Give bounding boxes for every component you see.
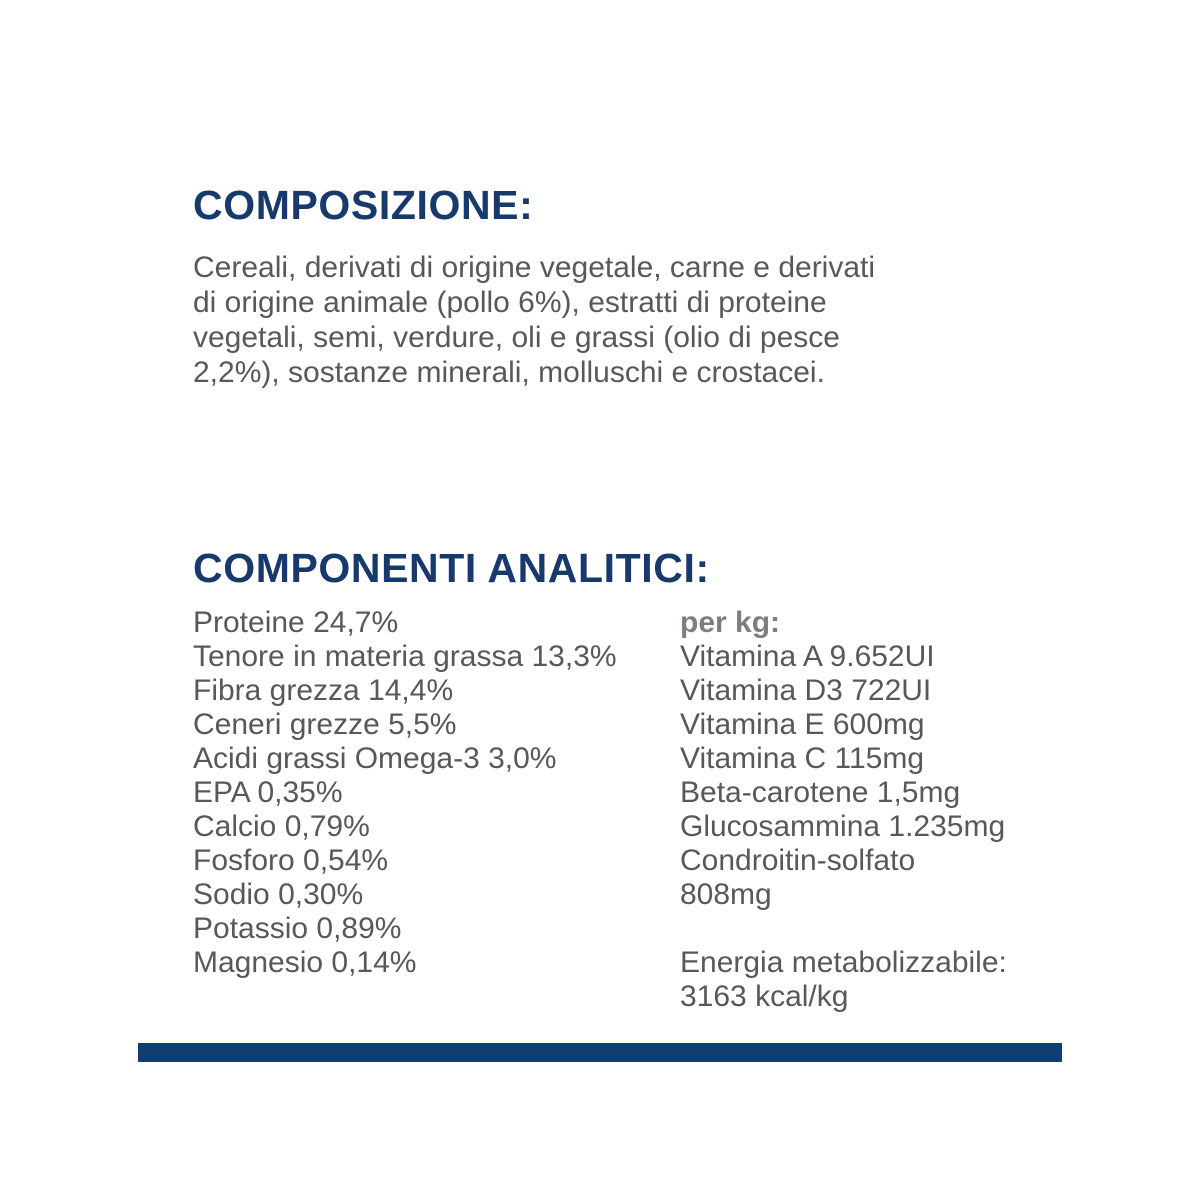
per-kg-item-beta-carotene: Beta-carotene 1,5mg [680, 776, 961, 809]
per-kg-item-vitamina-e: Vitamina E 600mg [680, 708, 925, 741]
analytical-item-omega3: Acidi grassi Omega-3 3,0% [193, 742, 557, 775]
analytical-item-proteine: Proteine 24,7% [193, 606, 399, 639]
analytical-components-heading: COMPONENTI ANALITICI: [193, 545, 710, 591]
composition-body-text: Cereali, derivati di origine vegetale, c… [193, 251, 876, 389]
composition-heading: COMPOSIZIONE: [193, 182, 534, 228]
per-kg-item-vitamina-d3: Vitamina D3 722UI [680, 674, 932, 707]
bottom-bar [138, 1043, 1062, 1062]
analytical-item-ceneri: Ceneri grezze 5,5% [193, 708, 457, 741]
per-kg-item-vitamina-a: Vitamina A 9.652UI [680, 640, 935, 673]
analytical-item-fosforo: Fosforo 0,54% [193, 844, 389, 877]
analytical-item-magnesio: Magnesio 0,14% [193, 946, 417, 979]
metabolizable-energy-text: Energia metabolizzabile: 3163 kcal/kg [680, 946, 1007, 1013]
analytical-item-sodio: Sodio 0,30% [193, 878, 364, 911]
analytical-item-epa: EPA 0,35% [193, 776, 343, 809]
analytical-item-grassa: Tenore in materia grassa 13,3% [193, 640, 617, 673]
analytical-item-calcio: Calcio 0,79% [193, 810, 370, 843]
per-kg-list: per kg: Vitamina A 9.652UI Vitamina D3 7… [680, 606, 1070, 1014]
per-kg-item-condroitin-solfato: Condroitin-solfato 808mg [680, 844, 916, 911]
analytical-item-fibra: Fibra grezza 14,4% [193, 674, 454, 707]
per-kg-label: per kg: [680, 606, 781, 639]
per-kg-item-vitamina-c: Vitamina C 115mg [680, 742, 925, 775]
analytical-item-potassio: Potassio 0,89% [193, 912, 402, 945]
analytical-values-list: Proteine 24,7% Tenore in materia grassa … [193, 606, 673, 980]
per-kg-item-glucosammina: Glucosammina 1.235mg [680, 810, 1006, 843]
